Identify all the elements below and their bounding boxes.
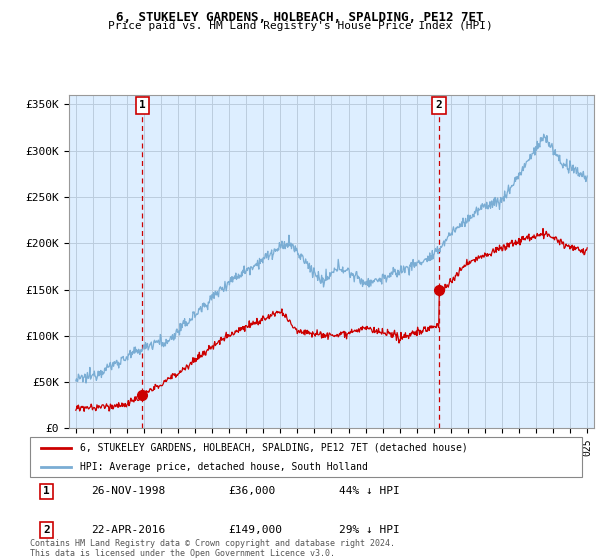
Text: Contains HM Land Registry data © Crown copyright and database right 2024.
This d: Contains HM Land Registry data © Crown c… <box>30 539 395 558</box>
Text: 22-APR-2016: 22-APR-2016 <box>91 525 165 535</box>
Text: 6, STUKELEY GARDENS, HOLBEACH, SPALDING, PE12 7ET: 6, STUKELEY GARDENS, HOLBEACH, SPALDING,… <box>116 11 484 24</box>
Text: 6, STUKELEY GARDENS, HOLBEACH, SPALDING, PE12 7ET (detached house): 6, STUKELEY GARDENS, HOLBEACH, SPALDING,… <box>80 443 467 452</box>
Text: £36,000: £36,000 <box>229 487 276 497</box>
Text: 2: 2 <box>43 525 50 535</box>
Text: 26-NOV-1998: 26-NOV-1998 <box>91 487 165 497</box>
Text: £149,000: £149,000 <box>229 525 283 535</box>
FancyBboxPatch shape <box>30 437 582 477</box>
Text: 1: 1 <box>43 487 50 497</box>
Text: 44% ↓ HPI: 44% ↓ HPI <box>339 487 400 497</box>
Text: 2: 2 <box>436 100 442 110</box>
Text: 1: 1 <box>139 100 146 110</box>
Text: HPI: Average price, detached house, South Holland: HPI: Average price, detached house, Sout… <box>80 462 368 472</box>
Text: Price paid vs. HM Land Registry's House Price Index (HPI): Price paid vs. HM Land Registry's House … <box>107 21 493 31</box>
Text: 29% ↓ HPI: 29% ↓ HPI <box>339 525 400 535</box>
